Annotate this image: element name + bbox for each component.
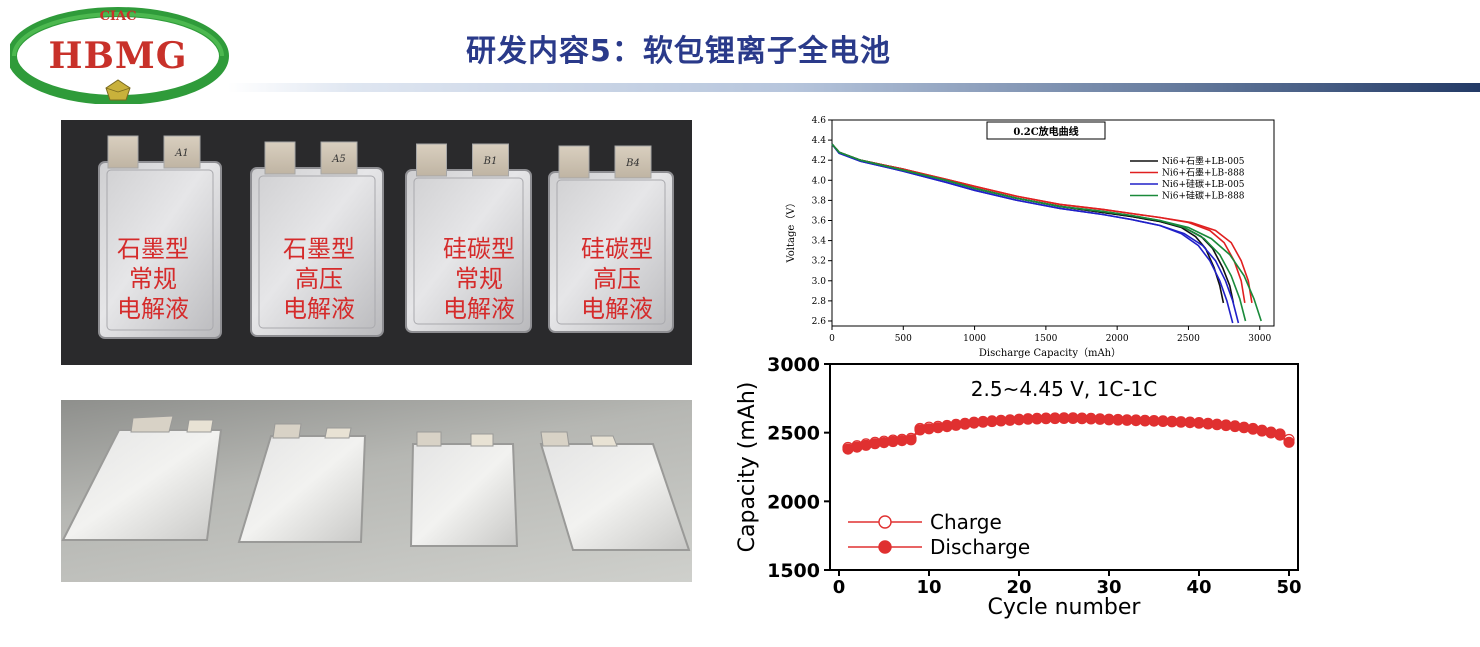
y-tick-label: 3000 [767,354,820,376]
pouch-cell-2: A5 [250,141,384,337]
y-tick-label: 4.6 [812,116,827,126]
y-tick-label: 3.6 [812,216,827,226]
discharge-point [1229,420,1241,433]
discharge-point [941,420,953,433]
legend-entry: Ni6+硅碳+LB-005 [1162,178,1245,190]
pouch-cell-side-2 [237,423,367,543]
x-tick-label: 0 [833,577,846,598]
y-tick-label: 2000 [767,491,820,513]
logo-main-text: HBMG [48,35,187,77]
pouch-label-4: 硅碳型 高压 电解液 [581,235,653,323]
discharge-point [878,436,890,449]
hbmg-logo: CIAC HBMG [10,7,229,104]
y-tick-label: 3.4 [812,237,827,247]
gem-icon [105,79,131,101]
chart-title-box [986,121,1106,140]
y-axis-label: Voltage（V） [785,197,797,263]
y-tick-label: 2.6 [812,317,827,327]
pouch-cells-photo: A1 A5 B1 B4 石墨型 常规 电解液 石墨型 高压 电解液 硅碳型 常规 电解液 硅碳型高… [61,120,692,365]
series-line-4-2 [831,143,1262,322]
discharge-point [851,441,863,453]
y-tick-label: 4.2 [812,156,826,166]
x-tick-label: 20 [1006,577,1031,598]
pouch-cell-1: A1 [98,135,222,339]
legend-swatch-marker [878,515,892,529]
legend: Ni6+石墨+LB-005Ni6+石墨+LB-888Ni6+硅碳+LB-005N… [1130,156,1245,202]
discharge-point [1238,422,1250,434]
tab-label: A5 [331,154,346,165]
legend-entry: Ni6+石墨+LB-005 [1162,156,1245,167]
y-tick-label: 3.8 [812,196,827,206]
discharge-point [1283,436,1295,448]
discharge-point [1265,427,1277,439]
page-title: 研发内容5：软包锂离子全电池 [466,34,891,69]
discharge-point [932,422,944,434]
series-line-3-2 [831,143,1240,324]
y-tick-label: 4.0 [812,176,827,186]
tab-label: B1 [483,156,498,167]
discharge-point [1274,429,1286,441]
pouch-cell-side-4 [539,431,691,551]
plot-frame [831,119,1275,327]
x-tick-label: 50 [1276,577,1301,598]
x-tick-label: 40 [1186,577,1211,598]
y-tick-label: 2.8 [812,297,827,307]
pouch-cells-side-photo [61,400,692,582]
pouch-cell-3: B1 [405,143,532,333]
x-tick-label: 1000 [963,334,986,344]
discharge-point [860,439,872,451]
pouch-cell-4: B4 [548,145,674,333]
y-tick-label: 3.0 [812,277,827,287]
tab-label: A1 [174,148,189,159]
x-tick-label: 30 [1096,577,1121,598]
x-axis-label: Cycle number [988,595,1142,620]
pouch-cell-side-1 [61,415,223,541]
x-tick-label: 2500 [1177,334,1200,344]
discharge-point [869,438,881,450]
tab-label: B4 [625,158,640,169]
y-tick-label: 1500 [767,560,820,582]
x-tick-label: 500 [895,334,912,344]
legend-swatch-marker [878,540,892,554]
legend-entry: Discharge [930,535,1030,559]
discharge-point [914,424,926,436]
discharge-point [959,418,971,430]
logo-top-text: CIAC [100,9,137,24]
x-tick-label: 10 [916,577,941,598]
x-tick-label: 3000 [1248,334,1271,344]
x-tick-label: 0 [829,334,835,344]
discharge-point [905,434,917,446]
chart-annotation: 2.5~4.45 V, 1C-1C [971,377,1157,401]
discharge-point [1256,425,1268,437]
pouch-cell-side-3 [409,431,519,547]
discharge-point [842,443,854,455]
plot-frame [829,363,1299,571]
y-tick-label: 3.2 [812,257,826,267]
chart-title: 0.2C放电曲线 [1013,125,1078,138]
legend-entry: Charge [930,510,1002,534]
y-tick-label: 2500 [767,423,820,445]
cycle-capacity-chart: 1500 2000 2500 3000 0 10 20 30 40 50 2.5~4.45 V,… [735,354,1302,620]
y-tick-label: 4.4 [812,136,827,146]
x-axis-label: Discharge Capacity（mAh） [979,347,1121,359]
discharge-point [950,419,962,431]
discharge-point [1247,423,1259,435]
pouch-label-2: 石墨型 高压 电解液 [283,235,355,323]
legend-entry: Ni6+硅碳+LB-888 [1162,190,1245,202]
pouch-label-1: 石墨型 常规 电解液 [117,235,189,323]
y-axis-label: Capacity (mAh) [735,382,760,553]
title-divider [228,83,1480,92]
discharge-curve-chart: 2.6 2.8 3.0 3.2 3.4 3.6 3.8 4.0 4.2 4.4 4.6 0 500 10… [785,116,1275,359]
pouch-label-3: 硅碳型 常规 电解液 [443,235,515,323]
discharge-point [923,423,935,435]
x-tick-label: 2000 [1106,334,1129,344]
legend-entry: Ni6+石墨+LB-888 [1162,168,1245,179]
x-tick-label: 1500 [1034,334,1057,344]
